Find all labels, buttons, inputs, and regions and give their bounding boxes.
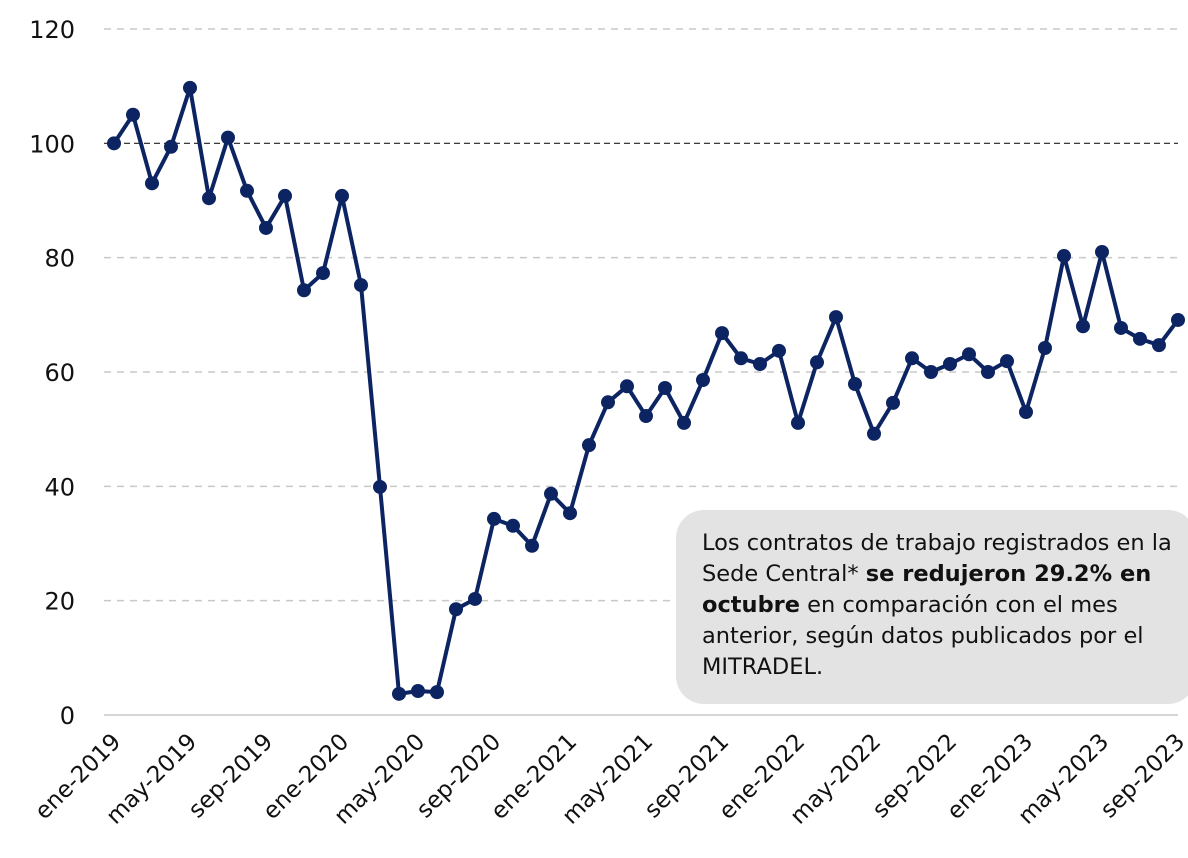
point — [677, 415, 691, 430]
y-tick-label: 0 — [60, 702, 75, 730]
point — [658, 381, 672, 396]
point — [1171, 312, 1185, 327]
point — [715, 326, 729, 341]
point — [145, 176, 159, 191]
point — [810, 355, 824, 370]
point — [202, 191, 216, 206]
point — [962, 347, 976, 362]
annotation-part: en comparación con el mes anterior, segú… — [702, 592, 1144, 680]
point — [772, 343, 786, 358]
point — [734, 351, 748, 366]
point — [392, 686, 406, 701]
y-tick-label: 60 — [44, 359, 75, 387]
point — [487, 511, 501, 526]
point — [1114, 320, 1128, 335]
annotation-part: se redujeron 29.2% en octubre — [702, 561, 1152, 618]
point — [943, 356, 957, 371]
point — [259, 220, 273, 235]
point — [506, 518, 520, 533]
point — [905, 351, 919, 366]
point — [1038, 340, 1052, 355]
point — [240, 183, 254, 198]
annotation-box: Los contratos de trabajo registrados en … — [676, 510, 1188, 704]
point — [449, 602, 463, 617]
point — [335, 188, 349, 203]
point — [886, 395, 900, 410]
y-tick-label: 40 — [44, 473, 75, 501]
point — [411, 683, 425, 698]
point — [316, 266, 330, 281]
point — [430, 685, 444, 700]
point — [981, 365, 995, 379]
y-tick-label: 20 — [44, 588, 75, 616]
point — [1095, 244, 1109, 259]
point — [696, 373, 710, 388]
point — [468, 591, 482, 606]
point — [373, 479, 387, 494]
y-tick-label: 100 — [29, 130, 75, 158]
point — [544, 486, 558, 501]
point — [278, 188, 292, 203]
point — [1000, 354, 1014, 369]
point — [297, 283, 311, 298]
point — [582, 438, 596, 453]
point — [848, 377, 862, 392]
point — [563, 506, 577, 521]
point — [1019, 405, 1033, 420]
point — [829, 310, 843, 325]
point — [620, 379, 634, 394]
point — [867, 426, 881, 441]
point — [791, 415, 805, 430]
point — [107, 136, 121, 151]
annotation: Los contratos de trabajo registrados en … — [702, 528, 1182, 683]
point — [221, 130, 235, 145]
point — [601, 395, 615, 410]
y-tick-label: 80 — [44, 245, 75, 273]
point — [1152, 338, 1166, 353]
point — [753, 356, 767, 371]
point — [1076, 319, 1090, 334]
annotation-part: Los contratos de trabajo registrados en … — [702, 530, 1172, 587]
point — [525, 538, 539, 553]
point — [126, 107, 140, 122]
point — [164, 139, 178, 154]
point — [924, 365, 938, 379]
point — [1133, 331, 1147, 346]
y-tick-label: 120 — [29, 16, 75, 44]
point — [639, 409, 653, 424]
point — [354, 278, 368, 293]
point — [1057, 248, 1071, 263]
point — [183, 80, 197, 95]
